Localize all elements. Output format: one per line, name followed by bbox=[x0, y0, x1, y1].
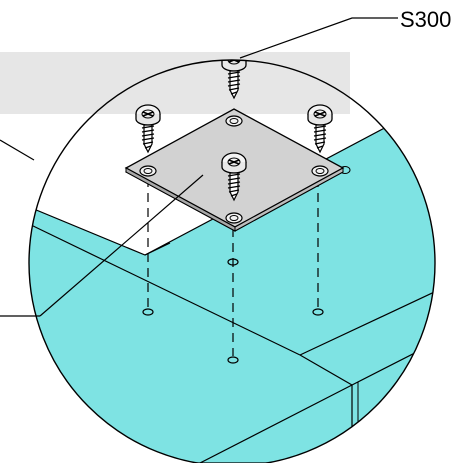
screw-icon bbox=[307, 104, 333, 153]
pilot-hole bbox=[227, 356, 239, 364]
leader-line-screw bbox=[239, 17, 398, 59]
detail-circle bbox=[28, 59, 436, 463]
cabinet-surface bbox=[29, 87, 435, 463]
pilot-hole bbox=[312, 308, 324, 316]
screw-icon bbox=[135, 104, 161, 153]
detail-view bbox=[29, 60, 435, 463]
pilot-hole bbox=[142, 308, 154, 316]
cabinet-top-edge bbox=[144, 242, 171, 256]
part-label-s300: S300 bbox=[400, 7, 451, 32]
leader-line-plate bbox=[39, 174, 204, 317]
watermark-bar bbox=[0, 52, 350, 114]
leader-line-upper bbox=[0, 139, 35, 161]
cabinet-step-edge-2 bbox=[29, 209, 301, 356]
cabinet-lower-edge bbox=[199, 384, 353, 463]
